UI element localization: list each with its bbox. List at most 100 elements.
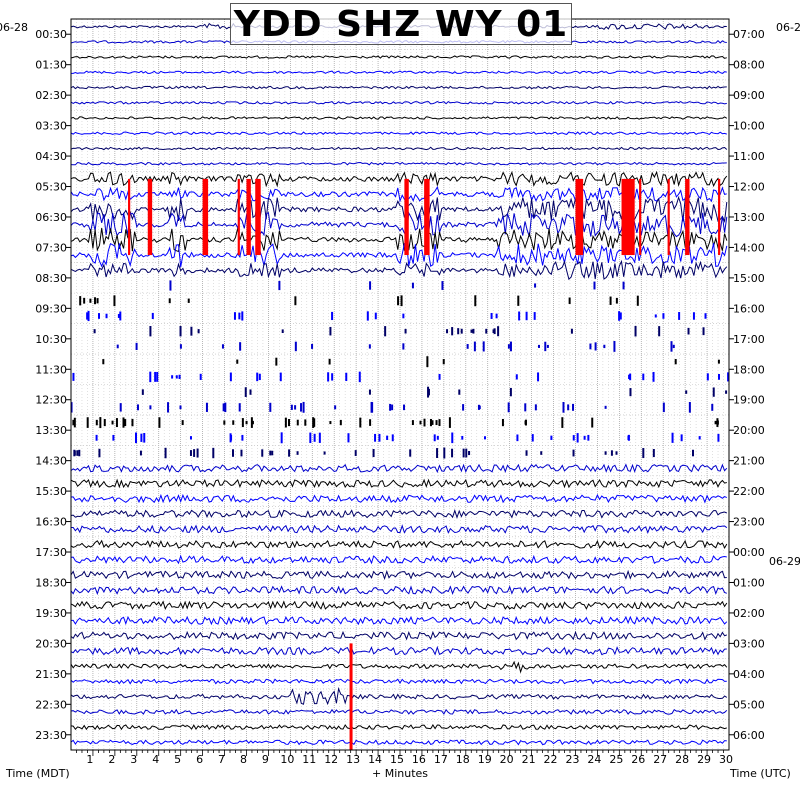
x-tick-label: 2 [108, 753, 115, 766]
seismic-trace [70, 170, 728, 188]
left-tick-label: 21:30 [35, 668, 67, 681]
right-tick-label: 10:00 [733, 120, 765, 133]
clip-mark [246, 178, 251, 256]
right-tick-label: 05:00 [733, 698, 765, 711]
x-tick-label: 26 [631, 753, 645, 766]
clip-mark [718, 178, 721, 256]
title-box: YDD SHZ WY 01 [230, 3, 572, 45]
left-tick-label: 10:30 [35, 333, 67, 346]
clip-mark [685, 178, 690, 256]
left-tick-label: 02:30 [35, 89, 67, 102]
x-tick-label: 16 [412, 753, 426, 766]
left-tick-label: 20:30 [35, 637, 67, 650]
right-date-label-2: 06-29 [769, 555, 800, 568]
seismic-trace [70, 242, 728, 268]
left-tick-label: 05:30 [35, 181, 67, 194]
left-tick-label: 04:30 [35, 150, 67, 163]
x-tick-label: 4 [152, 753, 159, 766]
clip-mark [424, 178, 430, 256]
seismic-trace [70, 478, 727, 489]
seismic-trace [71, 615, 728, 626]
seismic-trace [70, 645, 727, 656]
left-tick-label: 22:30 [35, 698, 67, 711]
x-tick-label: 7 [218, 753, 225, 766]
right-tick-label: 21:00 [733, 455, 765, 468]
left-tick-label: 07:30 [35, 241, 67, 254]
seismic-trace [70, 554, 727, 565]
x-tick-label: 24 [587, 753, 601, 766]
x-tick-label: 22 [544, 753, 558, 766]
seismic-trace [71, 524, 728, 535]
right-tick-label: 23:00 [733, 516, 765, 529]
seismic-trace [70, 585, 727, 596]
seismic-trace [70, 85, 727, 90]
right-tick-label: 18:00 [733, 363, 765, 376]
seismic-trace [70, 161, 727, 166]
seismic-trace [70, 131, 727, 136]
left-tick-label: 15:30 [35, 485, 67, 498]
right-axis-title: Time (UTC) [729, 767, 791, 780]
x-tick-label: 27 [653, 753, 667, 766]
x-tick-label: 1 [86, 753, 93, 766]
seismic-trace [71, 70, 727, 75]
seismic-trace [70, 739, 727, 746]
seismic-trace [70, 724, 727, 731]
clip-mark [237, 178, 240, 256]
left-tick-label: 12:30 [35, 394, 67, 407]
right-tick-label: 15:00 [733, 272, 765, 285]
clip-mark [255, 178, 261, 256]
left-tick-label: 13:30 [35, 424, 67, 437]
clip-mark [147, 178, 153, 256]
x-tick-label: 20 [500, 753, 514, 766]
x-axis-title: + Minutes [372, 767, 428, 780]
seismic-trace [70, 660, 728, 674]
x-tick-label: 10 [280, 753, 294, 766]
right-tick-label: 11:00 [733, 150, 765, 163]
right-tick-label: 06:00 [733, 729, 765, 742]
seismic-trace [70, 600, 728, 611]
x-tick-label: 17 [434, 753, 448, 766]
clip-mark [575, 178, 584, 256]
seismic-trace [70, 210, 728, 238]
x-tick-label: 29 [697, 753, 711, 766]
clipping-marks [128, 178, 721, 750]
right-tick-label: 16:00 [733, 302, 765, 315]
seismic-trace [70, 227, 728, 253]
x-tick-label: 28 [675, 753, 689, 766]
x-tick-label: 3 [130, 753, 137, 766]
x-tick-label: 25 [609, 753, 623, 766]
x-tick-label: 6 [196, 753, 203, 766]
x-tick-label: 30 [719, 753, 733, 766]
right-tick-label: 04:00 [733, 668, 765, 681]
left-tick-label: 03:30 [35, 120, 67, 133]
left-tick-label: 18:30 [35, 576, 67, 589]
x-tick-label: 21 [522, 753, 536, 766]
left-tick-label: 17:30 [35, 546, 67, 559]
right-tick-label: 22:00 [733, 485, 765, 498]
right-tick-label: 13:00 [733, 211, 765, 224]
x-tick-label: 23 [565, 753, 579, 766]
clip-mark [667, 178, 670, 256]
left-tick-label: 01:30 [35, 59, 67, 72]
seismic-trace [70, 508, 728, 519]
left-tick-label: 08:30 [35, 272, 67, 285]
seismic-trace [70, 195, 728, 223]
clip-mark [404, 178, 409, 256]
traces [70, 22, 730, 746]
seismic-trace [70, 678, 727, 685]
right-tick-label: 02:00 [733, 607, 765, 620]
seismic-trace [70, 116, 728, 120]
right-tick-label: 08:00 [733, 59, 765, 72]
seismic-trace [70, 185, 727, 203]
x-tick-label: 13 [346, 753, 360, 766]
x-tick-label: 11 [302, 753, 316, 766]
right-tick-label: 14:00 [733, 241, 765, 254]
seismic-trace [70, 569, 727, 581]
seismic-trace [70, 100, 727, 105]
right-tick-label: 09:00 [733, 89, 765, 102]
right-axis-ticks: 07:00 08:00 09:00 10:00 11:00 12:00 13:00 14:00… [729, 28, 765, 742]
right-tick-label: 00:00 [733, 546, 765, 559]
seismic-trace [70, 259, 728, 281]
right-tick-label: 19:00 [733, 394, 765, 407]
